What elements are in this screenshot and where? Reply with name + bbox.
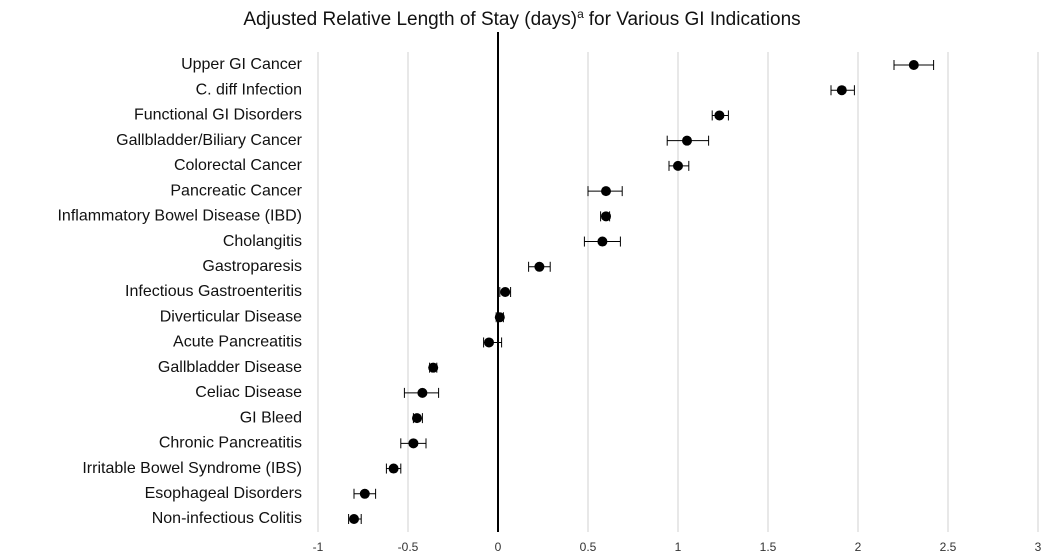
category-label: Irritable Bowel Syndrome (IBS): [82, 460, 302, 477]
point: [682, 135, 692, 146]
point: [534, 261, 545, 272]
point: [388, 463, 399, 474]
category-label: Diverticular Disease: [160, 308, 302, 325]
point: [597, 236, 608, 247]
category-label: GI Bleed: [240, 409, 302, 426]
point: [408, 438, 419, 449]
point: [412, 413, 422, 424]
point: [714, 110, 725, 121]
x-tick-label: -1: [313, 540, 324, 554]
x-tick-label: 0.5: [580, 540, 597, 554]
point: [673, 160, 683, 171]
title-main: Adjusted Relative Length of Stay (days): [243, 9, 577, 30]
category-label: Gallbladder Disease: [158, 359, 302, 376]
point: [908, 60, 919, 70]
category-label: Gastroparesis: [202, 258, 302, 275]
point: [494, 312, 505, 323]
category-label: Functional GI Disorders: [134, 107, 302, 124]
point: [417, 387, 428, 398]
point: [601, 211, 611, 222]
title-end: for Various GI Indications: [589, 9, 801, 30]
point: [484, 337, 494, 348]
category-label: Pancreatic Cancer: [170, 182, 302, 199]
category-label: Chronic Pancreatitis: [159, 435, 302, 452]
category-label: Esophageal Disorders: [145, 485, 302, 502]
point: [428, 362, 439, 373]
x-tick-label: 1.5: [760, 540, 777, 554]
x-tick-label: 2: [855, 540, 862, 554]
category-label: C. diff Infection: [196, 81, 302, 98]
category-label: Cholangitis: [223, 233, 302, 250]
category-label: Acute Pancreatitis: [173, 334, 302, 351]
point: [349, 514, 359, 524]
category-label: Gallbladder/Biliary Cancer: [116, 132, 303, 149]
point: [601, 186, 611, 197]
x-tick-label: -0.5: [398, 540, 419, 554]
category-label: Colorectal Cancer: [174, 157, 303, 174]
category-label: Upper GI Cancer: [181, 56, 303, 73]
chart-title: Adjusted Relative Length of Stay (days)a…: [243, 7, 800, 30]
point: [500, 287, 511, 297]
category-label: Infectious Gastroenteritis: [125, 283, 302, 300]
x-tick-label: 2.5: [940, 540, 957, 554]
x-tick-label: 1: [675, 540, 682, 554]
category-label: Celiac Disease: [195, 384, 302, 401]
point: [836, 85, 847, 96]
title-superscript: a: [577, 7, 584, 21]
category-label: Non-infectious Colitis: [152, 510, 302, 527]
category-label: Inflammatory Bowel Disease (IBD): [57, 208, 302, 225]
point: [359, 488, 370, 499]
x-tick-label: 3: [1035, 540, 1042, 554]
x-tick-label: 0: [495, 540, 502, 554]
